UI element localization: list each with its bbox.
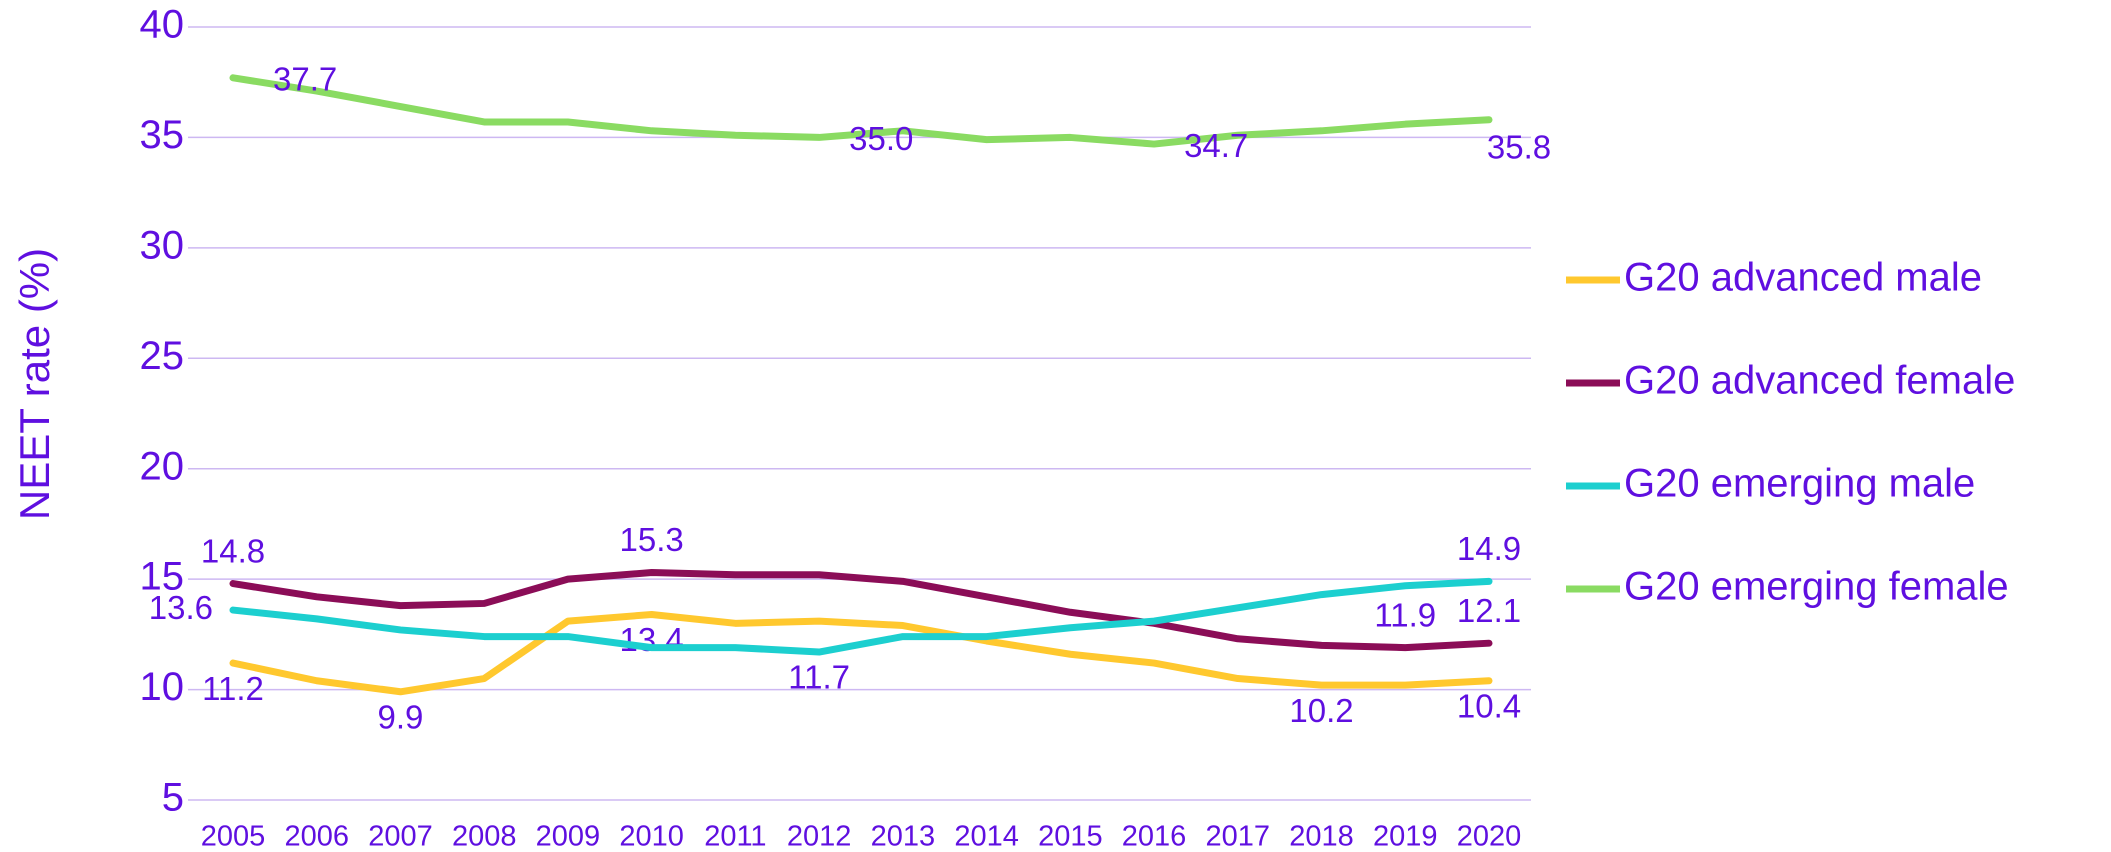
y-tick-label: 40 bbox=[140, 3, 185, 47]
legend-label: G20 emerging female bbox=[1624, 565, 2009, 609]
data-label: 9.9 bbox=[378, 698, 424, 735]
x-tick-label: 2015 bbox=[1038, 821, 1103, 852]
y-tick-label: 30 bbox=[140, 223, 185, 267]
x-tick-label: 2014 bbox=[954, 821, 1019, 852]
x-tick-label: 2018 bbox=[1289, 821, 1354, 852]
x-tick-label: 2013 bbox=[871, 821, 936, 852]
x-tick-label: 2007 bbox=[368, 821, 433, 852]
series-line bbox=[229, 74, 1493, 148]
data-label: 34.7 bbox=[1184, 127, 1248, 164]
data-label: 11.9 bbox=[1374, 596, 1436, 633]
x-tick-label: 2011 bbox=[704, 821, 766, 852]
data-label: 11.2 bbox=[202, 670, 264, 707]
data-label: 11.7 bbox=[788, 659, 850, 696]
y-tick-label: 35 bbox=[140, 113, 185, 157]
x-tick-label: 2012 bbox=[787, 821, 852, 852]
data-label: 10.2 bbox=[1289, 692, 1353, 729]
y-tick-label: 25 bbox=[140, 334, 185, 378]
data-label: 35.8 bbox=[1487, 128, 1551, 165]
x-tick-label: 2020 bbox=[1457, 821, 1522, 852]
x-tick-label: 2019 bbox=[1373, 821, 1438, 852]
y-tick-label: 20 bbox=[140, 444, 185, 488]
x-tick-label: 2008 bbox=[452, 821, 517, 852]
legend-label: G20 advanced female bbox=[1624, 359, 2015, 403]
x-tick-label: 2017 bbox=[1206, 821, 1271, 852]
x-tick-label: 2010 bbox=[619, 821, 684, 852]
y-tick-label: 10 bbox=[140, 665, 185, 709]
x-tick-label: 2009 bbox=[536, 821, 601, 852]
legend-label: G20 advanced male bbox=[1624, 256, 1982, 300]
data-label: 14.9 bbox=[1457, 530, 1521, 567]
x-tick-label: 2016 bbox=[1122, 821, 1187, 852]
data-label: 13.4 bbox=[620, 621, 684, 658]
y-tick-label: 15 bbox=[140, 555, 185, 599]
data-label: 12.1 bbox=[1457, 592, 1521, 629]
series-line bbox=[229, 569, 1493, 652]
legend-label: G20 emerging male bbox=[1624, 462, 1975, 506]
x-tick-label: 2005 bbox=[201, 821, 266, 852]
data-label: 14.8 bbox=[201, 532, 265, 569]
data-label: 35.0 bbox=[849, 120, 913, 157]
data-label: 13.6 bbox=[149, 589, 213, 626]
series-line bbox=[229, 577, 1493, 656]
x-tick-label: 2006 bbox=[284, 821, 349, 852]
series-line bbox=[229, 610, 1493, 696]
data-label: 15.3 bbox=[620, 521, 684, 558]
y-axis-title: NEET rate (%) bbox=[11, 248, 58, 520]
data-label: 37.7 bbox=[273, 61, 337, 98]
data-label: 10.4 bbox=[1457, 687, 1521, 724]
y-tick-label: 5 bbox=[162, 776, 184, 820]
